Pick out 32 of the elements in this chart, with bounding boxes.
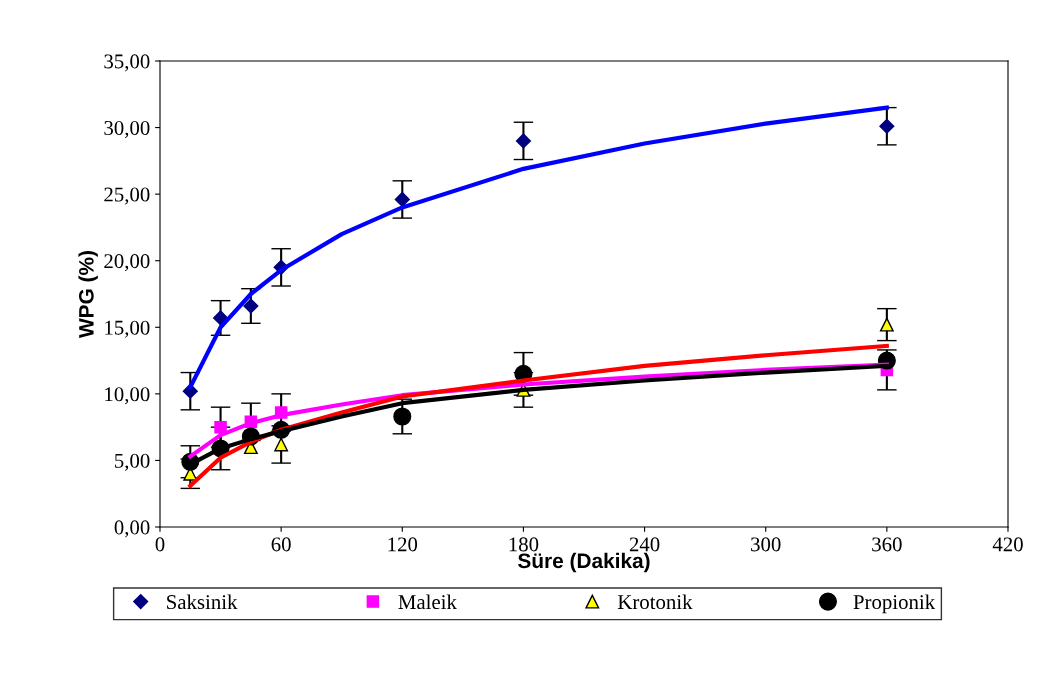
x-tick-label: 300 bbox=[751, 537, 781, 552]
legend-label: Saksinik bbox=[167, 594, 238, 610]
line-series bbox=[188, 343, 889, 488]
y-tick-label: 0,00 bbox=[114, 520, 150, 538]
y-tick-label: 10,00 bbox=[105, 387, 150, 405]
point bbox=[213, 310, 229, 326]
x-tick-label: 60 bbox=[271, 537, 291, 552]
legend-label: Krotonik bbox=[617, 594, 693, 610]
y-axis-title: WPG (%) bbox=[78, 251, 98, 338]
point bbox=[515, 133, 531, 149]
y-tick-label: 35,00 bbox=[104, 54, 150, 72]
point bbox=[394, 191, 410, 208]
point bbox=[243, 298, 259, 314]
legend-label: Propionik bbox=[853, 594, 936, 614]
x-tick-label: 180 bbox=[509, 537, 539, 552]
y-tick-label: 25,00 bbox=[104, 187, 150, 205]
y-tick-label: 20,00 bbox=[104, 254, 150, 272]
y-tick-label: 5,00 bbox=[115, 453, 150, 471]
x-tick-label: 120 bbox=[388, 537, 418, 552]
x-tick-label: 240 bbox=[629, 537, 660, 552]
legend-label: Maleik bbox=[398, 594, 457, 610]
x-tick-label: 420 bbox=[992, 537, 1023, 552]
point bbox=[393, 407, 412, 426]
x-tick-label: 360 bbox=[872, 537, 902, 552]
point bbox=[274, 437, 289, 452]
y-tick-label: 30,00 bbox=[104, 120, 150, 138]
x-axis-title: Süre (Dakika) bbox=[518, 552, 650, 573]
x-tick-label: 0 bbox=[155, 537, 165, 552]
point bbox=[879, 317, 894, 332]
point bbox=[214, 420, 227, 434]
y-tick-label: 15,00 bbox=[105, 320, 150, 338]
point bbox=[879, 118, 895, 134]
